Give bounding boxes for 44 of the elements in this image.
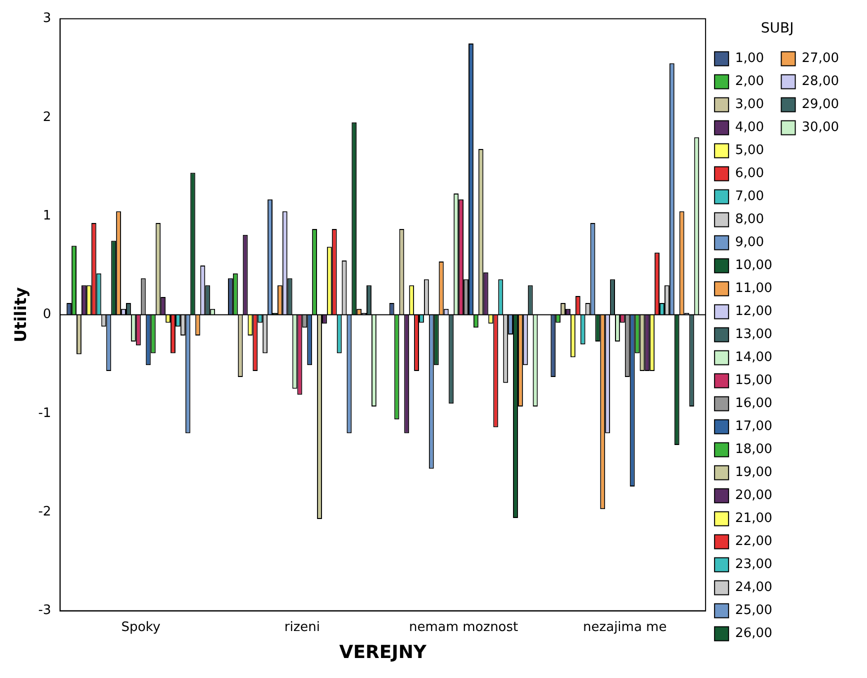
x-tick-label: nemam moznost	[408, 620, 518, 635]
legend-label: 23,00	[735, 557, 772, 572]
legend-label: 7,00	[735, 189, 764, 204]
legend-label: 6,00	[735, 166, 764, 182]
legend-label: 26,00	[735, 626, 772, 642]
legend-label: 10,00	[735, 258, 772, 274]
y-axis-title: Utility	[10, 286, 30, 342]
y-tick-label: 3	[42, 11, 52, 26]
legend-label: 9,00	[735, 235, 764, 250]
legend-label: 27,00	[802, 51, 839, 66]
legend-label: 5,00	[735, 143, 764, 158]
x-tick-label: Spoky	[121, 620, 161, 635]
y-tick-label: 2	[42, 110, 52, 125]
legend-label: 19,00	[735, 465, 772, 480]
legend-label: 1,00	[735, 51, 764, 66]
legend-label: 28,00	[802, 74, 839, 90]
legend-title: SUBJ	[760, 20, 794, 37]
y-tick-label: -3	[38, 603, 52, 618]
legend-label: 21,00	[735, 511, 772, 526]
legend-label: 3,00	[735, 97, 764, 112]
y-tick-label: -1	[38, 406, 52, 421]
x-axis-title: VEREJNY	[339, 642, 428, 663]
legend-label: 22,00	[735, 534, 772, 550]
legend-label: 18,00	[735, 442, 772, 458]
y-tick-label: 0	[42, 307, 52, 322]
legend-label: 15,00	[735, 373, 772, 388]
legend-label: 16,00	[735, 396, 772, 412]
legend-label: 2,00	[735, 74, 764, 90]
legend-label: 12,00	[735, 304, 772, 320]
legend-label: 25,00	[735, 603, 772, 618]
legend-label: 13,00	[735, 327, 772, 342]
legend-label: 14,00	[735, 350, 772, 366]
legend-label: 30,00	[802, 120, 839, 136]
legend-label: 8,00	[735, 212, 764, 228]
legend-label: 11,00	[735, 281, 772, 296]
legend-label: 17,00	[735, 419, 772, 434]
x-tick-label: rizeni	[284, 620, 320, 635]
legend-label: 24,00	[735, 580, 772, 596]
legend-label: 4,00	[735, 120, 764, 136]
y-tick-label: 1	[42, 208, 52, 224]
legend-label: 20,00	[735, 488, 772, 504]
x-tick-label: nezajima me	[583, 620, 667, 635]
legend-label: 29,00	[802, 97, 839, 112]
y-tick-label: -2	[38, 504, 52, 520]
